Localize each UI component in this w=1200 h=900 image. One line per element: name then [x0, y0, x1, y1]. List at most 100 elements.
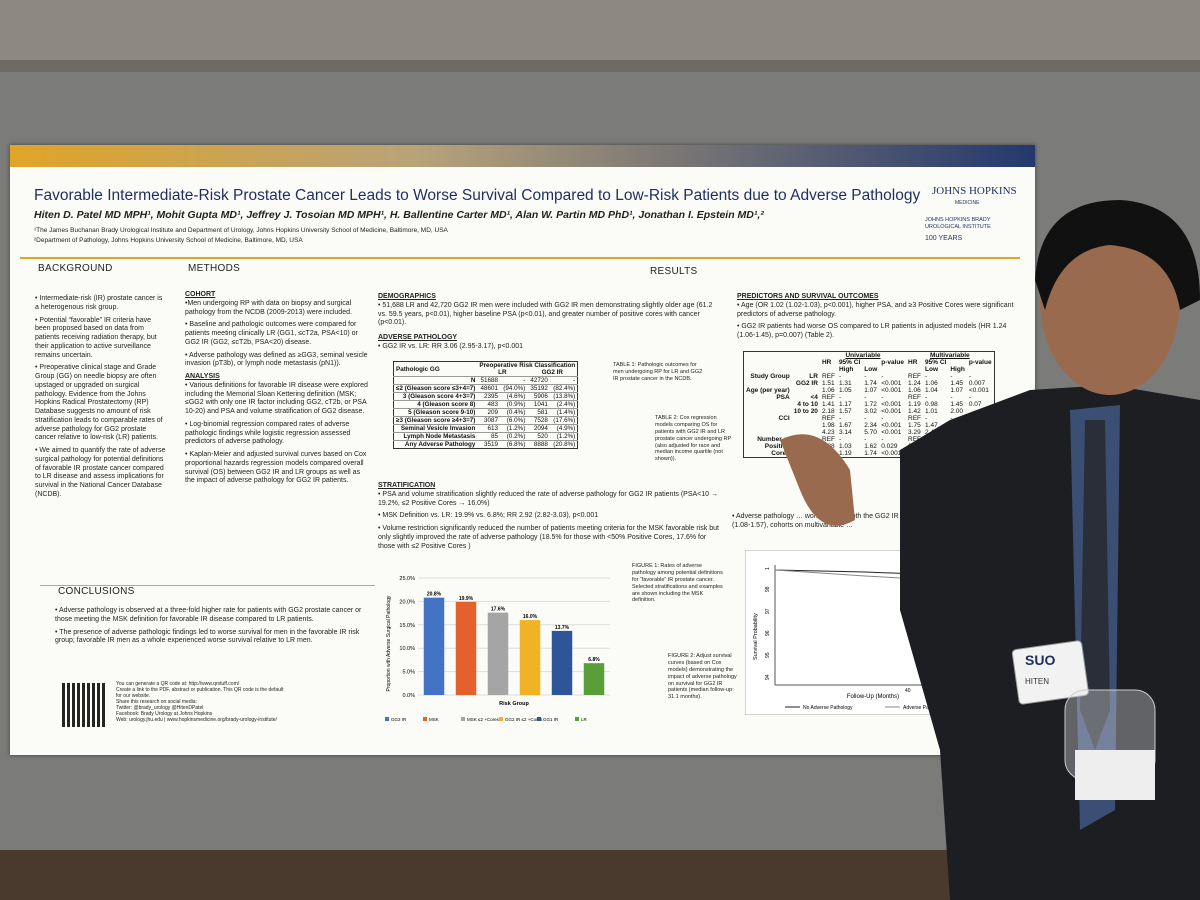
x-axis-label: Follow-Up (Months) [847, 694, 899, 700]
cell: - [925, 373, 928, 380]
list-item: • Intermediate-risk (IR) prostate cancer… [35, 295, 163, 311]
list-item: Web: urology.jhu.edu | www.hopkinsmedici… [116, 717, 277, 723]
paragraph: • Adverse pathology … worse OS for both … [732, 513, 1000, 529]
predictor-bullets: • Age (OR 1.02 (1.02-1.03), p<0.001), hi… [737, 302, 1017, 341]
results-middle: DEMOGRAPHICS • 51,688 LR and 42,720 GG2 … [378, 293, 723, 352]
cell: 2094 [533, 425, 548, 432]
cell: Positive [764, 443, 790, 450]
th: Multivariable [929, 352, 970, 359]
stratification-bullets: • PSA and volume stratification slightly… [378, 491, 723, 552]
cell: - [864, 394, 867, 401]
cell: <4 [810, 394, 818, 401]
figure-1: 0.0% 5.0% 10.0% 15.0% 20.0% 25.0% Proportion w… [385, 576, 610, 722]
y-tick-label: 96 [765, 630, 771, 636]
cell: 1.98 [821, 422, 835, 429]
row: Seminal Vesicle Invasion 613 (1.2%) 2094 (4.… [393, 424, 578, 433]
cell: ≤2 (Gleason score ≤3+4=7) [396, 385, 476, 392]
cell: (17.6%) [553, 417, 576, 424]
poster: Favorable Intermediate-Risk Prostate Can… [10, 145, 1035, 755]
cell: (0.2%) [506, 433, 526, 440]
cell: - [881, 394, 884, 401]
caption: TABLE 1: Pathologic outcomes for men und… [613, 362, 703, 382]
cell: ≥3 (Gleason score ≥4+3=7) [396, 417, 476, 424]
cell: (4.9%) [556, 425, 576, 432]
cell: (82.4%) [553, 385, 576, 392]
suit [900, 385, 1200, 900]
bar [455, 601, 477, 695]
list-item: • Adverse pathology was defined as ≥GG3,… [185, 351, 368, 368]
cell: <0.001 [881, 408, 902, 415]
cell: 8888 [533, 441, 548, 448]
cell: 0.98 [925, 401, 938, 408]
cell: - [881, 436, 884, 443]
y-tick-label: 25.0% [399, 576, 415, 582]
row: 4 to 10 1.41 1.17 1.72 <0.001 1.19 0.98 1.45 0.0… [744, 401, 995, 408]
cell: 3087 [483, 417, 498, 424]
conclusion-bullets: • Adverse pathology is observed at a thr… [55, 607, 373, 650]
cell: 1.42 [908, 408, 921, 415]
cell: 0.007 [968, 380, 986, 387]
subheading: DEMOGRAPHICS [378, 293, 436, 300]
y-tick-label: 97 [765, 608, 771, 614]
logo-years: 100 YEARS [925, 235, 963, 242]
list-item: Facebook: Brady Urology at Johns Hopkins [116, 711, 213, 717]
cell: 0.029 [881, 443, 898, 450]
cell: Lymph Node Metastasis [403, 433, 476, 440]
cell: (0.4%) [506, 409, 526, 416]
cell: Any Adverse Pathology [404, 441, 476, 448]
y-tick-label: 98 [765, 586, 771, 592]
row: ≥3 (Gleason score ≥4+3=7) 3087 (6.0%) 7528 (… [393, 416, 578, 425]
cell: (6.8%) [506, 441, 526, 448]
subheading: COHORT [185, 291, 216, 298]
row: PSA <4 REF - - - REF - - - [744, 394, 995, 401]
subheading: PREDICTORS AND SURVIVAL OUTCOMES [737, 293, 879, 300]
cell: - [968, 394, 971, 401]
badge [1011, 640, 1089, 705]
cell: REF [908, 373, 922, 380]
legend-label: No Adverse Pathology [803, 705, 853, 711]
cell: (1.4%) [556, 409, 576, 416]
cell: (0.9%) [506, 401, 526, 408]
value-label: 19.9% [459, 596, 474, 602]
list-item: Twitter: @brady_urology @HitenDPatel [116, 705, 204, 711]
y-tick-label: 94 [765, 674, 771, 680]
cell: - [523, 377, 526, 384]
cell: Age (per year) [746, 387, 790, 394]
affiliation: ²Department of Pathology, Johns Hopkins … [34, 237, 303, 244]
list-item: • We aimed to quantify the rate of adver… [35, 447, 166, 498]
cell: <0.001 [968, 387, 989, 394]
cell: <0.001 [881, 401, 902, 408]
cell: 1.07 [950, 387, 964, 394]
cell: Seminal Vesicle Invasion [400, 425, 476, 432]
row: N 51688-42720- [393, 376, 578, 385]
logo-sub: MEDICINE [955, 200, 980, 206]
cell: 1.19 [838, 450, 852, 457]
cell: 1.62 [864, 443, 877, 450]
affiliation: ¹The James Buchanan Brady Urological Ins… [34, 227, 448, 234]
list-item: • Potential “favorable” IR criteria have… [35, 316, 157, 359]
heading: METHODS [188, 263, 241, 274]
cell: - [950, 394, 953, 401]
bar [551, 630, 573, 695]
paragraph: • GG2 IR vs. LR: RR 3.06 (2.95-3.17), p<… [378, 342, 524, 350]
row: 10 to 20 2.18 1.57 3.02 <0.001 1.42 1.01 2.00 [744, 408, 995, 415]
th: p-value [881, 359, 905, 366]
cell: 1.03 [838, 443, 852, 450]
cell: - [864, 373, 867, 380]
row: Pathologic GG Preoperative Risk Classific… [394, 362, 578, 373]
cell: Number of [757, 436, 790, 443]
cell: REF [821, 394, 835, 401]
cell: 483 [487, 401, 498, 408]
cell: 5 (Gleason score 9-10) [408, 409, 476, 416]
cell: - [838, 415, 842, 422]
list-item: Create a link to the PDF, abstract or pu… [116, 687, 284, 693]
cell: 85 [490, 433, 498, 440]
cell: <0.001 [881, 450, 902, 457]
cell: 581 [537, 409, 548, 416]
list-item: • Age (OR 1.02 (1.02-1.03), p<0.001), hi… [737, 301, 1014, 318]
cell: Study Group [750, 373, 790, 380]
cell: 1.72 [864, 401, 877, 408]
cell: 613 [487, 425, 498, 432]
qr-text: You can generate a QR code at: http://ww… [116, 681, 284, 723]
